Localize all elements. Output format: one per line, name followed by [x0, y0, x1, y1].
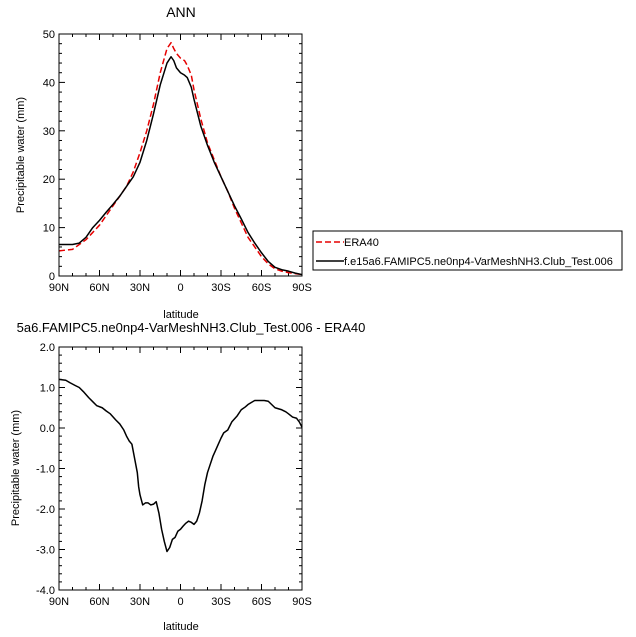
- top-x-tick-label: 90S: [292, 282, 312, 294]
- top-x-tick-label: 60N: [89, 282, 109, 294]
- top-x-tick-label: 90N: [49, 282, 69, 294]
- top-x-tick-label: 0: [177, 282, 183, 294]
- top-y-tick-label: 0: [49, 271, 55, 283]
- top-x-axis-label: latitude: [163, 309, 198, 321]
- bottom-x-tick-label: 90N: [49, 596, 69, 608]
- top-chart-panel: ANN 90N 60N 30N 0 30S 60S 90S 0 10 20 30 40 50 latit…: [15, 4, 312, 321]
- top-plot-frame: [58, 33, 303, 277]
- top-y-tick-label: 50: [43, 29, 55, 41]
- bottom-y-tick-label: 1.0: [40, 383, 55, 395]
- top-y-tick-label: 40: [43, 77, 55, 89]
- bottom-x-axis-label: latitude: [163, 621, 198, 633]
- legend-box: [312, 230, 623, 271]
- top-x-tick-label: 30N: [130, 282, 150, 294]
- bottom-y-tick-label: -2.0: [36, 504, 55, 516]
- bottom-x-tick-label: 30N: [130, 596, 150, 608]
- top-y-tick-label: 10: [43, 223, 55, 235]
- top-y-axis-label: Precipitable water (mm): [15, 97, 27, 213]
- bottom-y-tick-label: -4.0: [36, 585, 55, 597]
- bottom-x-tick-label: 30S: [211, 596, 231, 608]
- top-x-tick-label: 30S: [211, 282, 231, 294]
- bottom-chart-title: 5a6.FAMIPC5.ne0np4-VarMeshNH3.Club_Test.…: [17, 320, 366, 335]
- legend: ERA40 f.e15a6.FAMIPC5.ne0np4-VarMeshNH3.…: [312, 230, 623, 271]
- legend-label-era40: ERA40: [344, 237, 379, 249]
- top-x-tick-label: 60S: [252, 282, 272, 294]
- bottom-chart-panel: 5a6.FAMIPC5.ne0np4-VarMeshNH3.Club_Test.…: [10, 320, 365, 633]
- top-series-line-1: [59, 56, 303, 276]
- bottom-plot-frame: [58, 346, 303, 591]
- bottom-x-tick-label: 90S: [292, 596, 312, 608]
- bottom-series-line-0: [58, 378, 303, 553]
- top-y-tick-label: 30: [43, 126, 55, 138]
- bottom-y-axis-label: Precipitable water (mm): [10, 410, 22, 526]
- legend-label-model: f.e15a6.FAMIPC5.ne0np4-VarMeshNH3.Club_T…: [344, 256, 613, 268]
- bottom-x-tick-label: 0: [177, 596, 183, 608]
- top-chart-title: ANN: [166, 4, 196, 20]
- bottom-x-tick-label: 60N: [89, 596, 109, 608]
- bottom-y-tick-label: 0.0: [40, 423, 55, 435]
- bottom-y-tick-label: -3.0: [36, 545, 55, 557]
- top-series-line-0: [58, 41, 303, 276]
- bottom-y-tick-label: 2.0: [40, 342, 55, 354]
- bottom-y-tick-label: -1.0: [36, 464, 55, 476]
- top-y-tick-label: 20: [43, 174, 55, 186]
- bottom-x-tick-label: 60S: [252, 596, 272, 608]
